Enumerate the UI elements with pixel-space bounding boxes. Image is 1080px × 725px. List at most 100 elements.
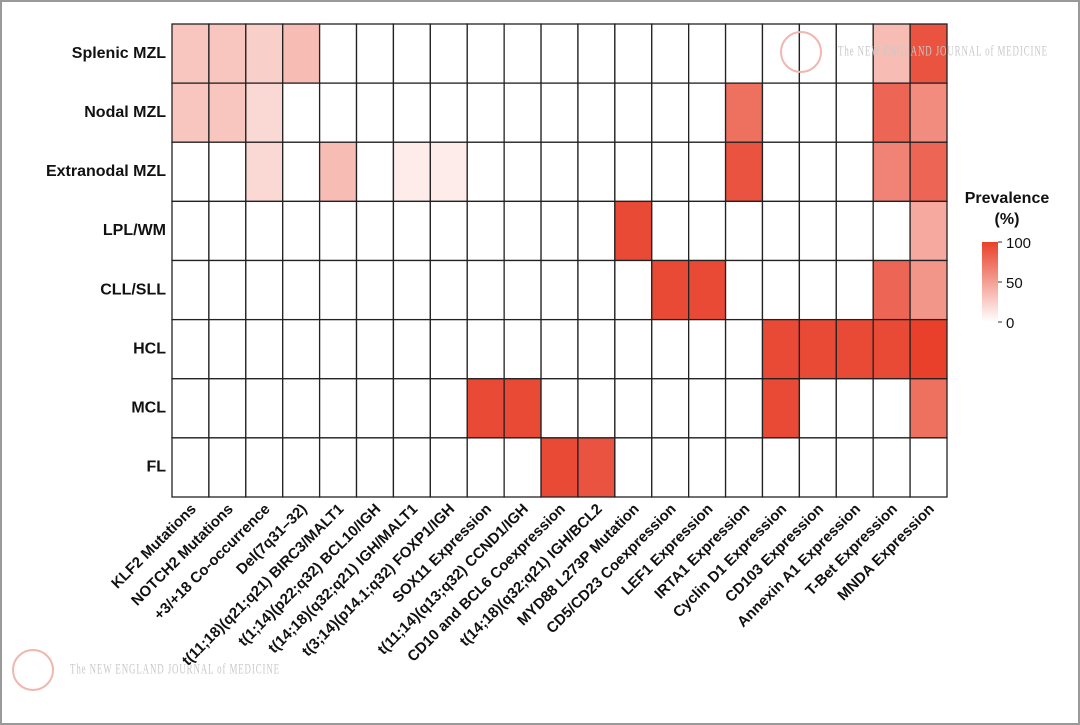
row-label: Extranodal MZL [46, 163, 166, 180]
cell [245, 318, 284, 380]
cell [761, 259, 801, 321]
cell [282, 378, 321, 439]
cell [392, 23, 431, 84]
colorbar-tick-label: 100 [1006, 235, 1031, 252]
cell [466, 23, 505, 84]
cell [355, 141, 395, 203]
cell [392, 378, 431, 439]
cell [724, 437, 764, 498]
cell [761, 378, 801, 439]
cell [614, 437, 653, 498]
cell [872, 200, 911, 262]
cell [355, 378, 395, 439]
cell [429, 259, 468, 321]
heatmap [171, 23, 948, 498]
row-label: LPL/WM [103, 222, 166, 239]
cell [614, 82, 653, 143]
cell [835, 200, 874, 262]
cell [318, 318, 358, 380]
cell [282, 318, 321, 380]
cell [245, 200, 284, 262]
cell [503, 82, 542, 143]
cell [651, 259, 690, 321]
cell [651, 378, 690, 439]
cell [798, 200, 837, 262]
cell [392, 318, 431, 380]
cell [724, 141, 764, 203]
cell [466, 141, 505, 203]
cell [909, 437, 948, 498]
cell [872, 82, 911, 143]
cell [429, 437, 468, 498]
cell [798, 141, 837, 203]
cell [466, 259, 505, 321]
cell [835, 259, 874, 321]
cell [761, 437, 801, 498]
cell [208, 259, 247, 321]
cell [761, 318, 801, 380]
cell [540, 437, 579, 498]
cell [835, 378, 874, 439]
cell [282, 437, 321, 498]
row-label: FL [146, 459, 166, 476]
cell [171, 82, 210, 143]
cell [208, 141, 247, 203]
cell [577, 82, 616, 143]
cell [909, 200, 948, 262]
cell [872, 318, 911, 380]
cell [245, 437, 284, 498]
cell [798, 437, 837, 498]
cell [171, 23, 210, 84]
cell [429, 23, 468, 84]
cell [318, 378, 358, 439]
cell [614, 318, 653, 380]
cell [909, 318, 948, 380]
cell [245, 23, 284, 84]
cell [355, 82, 395, 143]
cell [872, 378, 911, 439]
cell [761, 141, 801, 203]
cell [282, 82, 321, 143]
cell [688, 141, 727, 203]
cell [724, 318, 764, 380]
cell [208, 23, 247, 84]
cell [688, 437, 727, 498]
cell [688, 23, 727, 84]
cell [392, 200, 431, 262]
cell [355, 200, 395, 262]
row-label: CLL/SLL [100, 281, 166, 298]
cell [171, 318, 210, 380]
cell [392, 141, 431, 203]
cell [614, 378, 653, 439]
watermark-logo [12, 649, 54, 691]
cell [688, 200, 727, 262]
cell [651, 200, 690, 262]
cell [318, 23, 358, 84]
cell [540, 23, 579, 84]
cell [835, 318, 874, 380]
cell [171, 437, 210, 498]
cell [724, 200, 764, 262]
cell [503, 318, 542, 380]
cell [798, 318, 837, 380]
cell [798, 23, 837, 84]
watermark-logo [780, 31, 822, 73]
cell [872, 437, 911, 498]
cell [798, 378, 837, 439]
cell [872, 141, 911, 203]
cell [651, 437, 690, 498]
colorbar-tick-label: 50 [1006, 275, 1023, 292]
cell [872, 259, 911, 321]
cell [318, 82, 358, 143]
cell [466, 378, 505, 439]
cell [392, 437, 431, 498]
cell [245, 378, 284, 439]
cell [761, 200, 801, 262]
cell [392, 259, 431, 321]
cell [503, 141, 542, 203]
cell [577, 437, 616, 498]
cell [577, 23, 616, 84]
watermark: The NEW ENGLAND JOURNAL of MEDICINE [70, 661, 280, 677]
cell [761, 82, 801, 143]
